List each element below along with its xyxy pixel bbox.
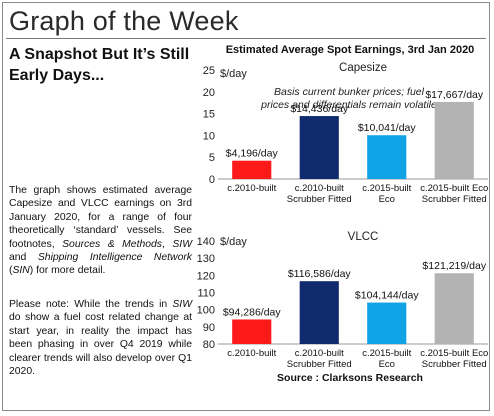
- chart-title: Capesize: [339, 62, 387, 74]
- y-tick-label: 130: [197, 253, 215, 265]
- bar: [299, 281, 339, 344]
- y-tick-label: 25: [203, 65, 215, 77]
- y-tick-label: 120: [197, 270, 215, 282]
- bar: [434, 273, 474, 344]
- data-label: $17,667/day: [425, 89, 484, 101]
- chart-annotation: prices and differentials remain volatile: [260, 99, 437, 111]
- y-tick-label: 80: [203, 339, 215, 351]
- bar: [367, 135, 407, 179]
- x-tick-label: Eco: [379, 194, 395, 205]
- x-tick-label: c.2015-built Eco: [420, 348, 488, 359]
- data-label: $121,219/day: [422, 260, 486, 272]
- y-tick-label: 0: [209, 174, 215, 186]
- y-axis-unit-label: $/day: [220, 236, 247, 248]
- text-run: (: [9, 265, 13, 277]
- x-tick-label: c.2010-built: [227, 183, 276, 194]
- chart-title: VLCC: [348, 231, 379, 243]
- bar: [232, 319, 272, 344]
- data-label: $4,196/day: [226, 148, 279, 160]
- y-tick-label: 15: [203, 109, 215, 121]
- y-tick-label: 20: [203, 87, 215, 99]
- figure-title: Estimated Average Spot Earnings, 3rd Jan…: [225, 44, 475, 56]
- figure-frame: [2, 2, 490, 411]
- page-subtitle: A Snapshot But It’s Still Early Days...: [9, 46, 190, 84]
- text-run: Please note: While the trends in: [9, 299, 173, 310]
- data-label: $10,041/day: [358, 122, 417, 134]
- vlcc-chart: 80 90 100 110 120 130 140 $/day VLCC $94,286/day c…: [197, 231, 489, 370]
- x-tick-label: c.2010-built: [295, 348, 344, 359]
- y-axis-unit-label: $/day: [220, 68, 247, 80]
- data-label: $104,144/day: [355, 290, 419, 302]
- x-tick-label: c.2015-built: [362, 348, 411, 359]
- bar: [367, 302, 407, 344]
- data-label: $116,586/day: [288, 268, 352, 280]
- source-note: Source : Clarksons Research: [277, 372, 423, 384]
- capesize-chart: 0 5 10 15 20 25 $/day Capesize Basis current bun…: [203, 62, 489, 205]
- page-title: Graph of the Week: [9, 6, 239, 36]
- text-run: do show a fuel cost related change at st…: [9, 312, 192, 378]
- x-tick-label: c.2010-built: [295, 183, 344, 194]
- italic-text-run: SIN: [12, 265, 30, 277]
- italic-text-run: SIW: [172, 299, 192, 310]
- x-tick-label: c.2015-built Eco: [420, 183, 488, 194]
- data-label: $94,286/day: [223, 306, 282, 318]
- italic-text-run: Sources & Methods: [62, 238, 162, 250]
- y-tick-label: 5: [209, 152, 215, 164]
- x-tick-label: Scrubber Fitted: [287, 194, 352, 205]
- text-run: ) for more detail.: [29, 265, 106, 277]
- text-run: The graph shows estimated average Capesi…: [9, 185, 192, 250]
- note-paragraph: Please note: While the trends in SIW do …: [9, 298, 192, 378]
- text-run: ,: [162, 238, 173, 250]
- x-tick-label: c.2015-built: [362, 183, 411, 194]
- y-tick-label: 100: [197, 305, 215, 317]
- bar: [299, 116, 339, 179]
- italic-text-run: Shipping Intelligence Network: [37, 252, 192, 264]
- y-tick-label: 90: [203, 322, 215, 334]
- description-paragraph: The graph shows estimated average Capesi…: [9, 184, 192, 278]
- data-label: $14,436/day: [290, 103, 349, 115]
- x-tick-label: c.2010-built: [227, 348, 276, 359]
- x-tick-label: Eco: [379, 359, 395, 370]
- italic-text-run: SIW: [172, 238, 192, 250]
- y-tick-label: 110: [197, 288, 215, 300]
- x-tick-label: Scrubber Fitted: [422, 194, 487, 205]
- chart-annotation: Basis current bunker prices; fuel: [274, 86, 425, 98]
- y-tick-label: 140: [197, 236, 215, 248]
- y-tick-label: 10: [203, 130, 215, 142]
- bar: [232, 160, 272, 179]
- x-tick-label: Scrubber Fitted: [422, 359, 487, 370]
- header-divider: [6, 38, 486, 39]
- bar: [434, 101, 474, 179]
- text-run: and: [9, 252, 38, 264]
- x-tick-label: Scrubber Fitted: [287, 359, 352, 370]
